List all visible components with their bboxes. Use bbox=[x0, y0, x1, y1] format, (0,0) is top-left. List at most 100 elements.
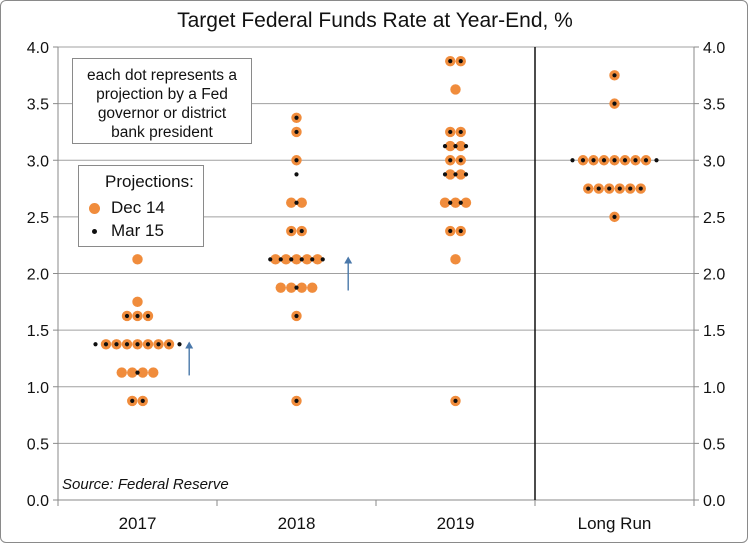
dot-mar15 bbox=[463, 143, 469, 149]
y-tick-label-right: 4.0 bbox=[703, 40, 725, 57]
dot-dec14 bbox=[307, 282, 318, 293]
dot-mar15 bbox=[320, 257, 325, 262]
dot-mar15 bbox=[612, 101, 617, 106]
dot-mar15 bbox=[294, 313, 299, 319]
dot-mar15 bbox=[294, 158, 299, 163]
y-tick-label-left: 4.0 bbox=[27, 40, 49, 57]
dot-mar15 bbox=[622, 158, 628, 163]
dot-mar15 bbox=[278, 257, 283, 262]
dot-dec14 bbox=[132, 296, 143, 308]
dot-mar15 bbox=[93, 342, 98, 347]
dot-dec14 bbox=[301, 254, 313, 265]
y-tick-label-right: 3.5 bbox=[703, 97, 725, 114]
dot-mar15 bbox=[156, 342, 161, 347]
dot-mar15 bbox=[580, 158, 586, 163]
y-tick-label-left: 1.5 bbox=[27, 323, 49, 340]
dot-mar15 bbox=[628, 186, 633, 191]
dot-dec14 bbox=[286, 282, 297, 293]
dot-dec14 bbox=[296, 282, 307, 293]
dot-mar15 bbox=[458, 228, 463, 234]
x-tick-label: 2019 bbox=[437, 514, 475, 533]
dot-mar15 bbox=[103, 342, 109, 347]
up-arrow-icon bbox=[185, 341, 194, 349]
dot-dec14 bbox=[148, 367, 159, 378]
y-tick-label-left: 3.0 bbox=[27, 153, 49, 170]
dot-dec14 bbox=[312, 254, 323, 265]
dot-mar15 bbox=[166, 342, 172, 347]
dot-mar15 bbox=[114, 342, 119, 347]
dot-mar15 bbox=[289, 228, 294, 234]
y-tick-label-right: 0.5 bbox=[703, 436, 725, 453]
dot-mar15 bbox=[294, 285, 299, 290]
dot-mar15 bbox=[289, 257, 294, 262]
y-tick-label-right: 0.0 bbox=[703, 493, 725, 510]
annotation-line: bank president bbox=[111, 124, 213, 141]
dot-dec14 bbox=[445, 140, 456, 152]
dot-dec14 bbox=[445, 169, 456, 180]
dot-mar15 bbox=[458, 200, 463, 205]
dot-mar15 bbox=[612, 214, 617, 219]
dot-mar15 bbox=[294, 115, 299, 120]
dot-dec14 bbox=[291, 254, 302, 265]
legend-label: Dec 14 bbox=[111, 198, 165, 217]
dot-mar15 bbox=[294, 129, 299, 135]
dot-dec14 bbox=[127, 367, 138, 378]
annotation-box: each dot represents a projection by a Fe… bbox=[72, 58, 252, 144]
dot-mar15 bbox=[442, 143, 448, 149]
x-tick-label: 2018 bbox=[278, 514, 316, 533]
dot-mar15 bbox=[607, 186, 612, 191]
dot-dec14 bbox=[439, 197, 451, 208]
dot-dec14 bbox=[132, 254, 143, 265]
y-tick-label-left: 1.0 bbox=[27, 380, 49, 397]
dot-mar15 bbox=[299, 228, 304, 234]
black-dot-icon bbox=[92, 229, 97, 234]
dot-mar15 bbox=[458, 59, 463, 64]
x-tick-label: Long Run bbox=[578, 514, 652, 533]
dot-mar15 bbox=[448, 59, 453, 64]
dot-mar15 bbox=[654, 158, 659, 163]
dot-mar15 bbox=[448, 228, 453, 234]
dot-mar15 bbox=[130, 398, 135, 404]
dot-mar15 bbox=[638, 186, 643, 191]
dot-mar15 bbox=[294, 398, 299, 404]
dot-mar15 bbox=[448, 129, 453, 135]
dot-mar15 bbox=[612, 158, 617, 163]
dot-mar15 bbox=[596, 186, 601, 191]
dot-mar15 bbox=[453, 143, 458, 149]
y-tick-label-left: 3.5 bbox=[27, 97, 49, 114]
dot-mar15 bbox=[448, 158, 453, 163]
dot-mar15 bbox=[458, 158, 463, 163]
y-tick-label-left: 2.5 bbox=[27, 210, 49, 227]
dot-mar15 bbox=[458, 129, 463, 135]
dot-mar15 bbox=[617, 186, 622, 191]
y-tick-label-left: 0.0 bbox=[27, 493, 49, 510]
dot-mar15 bbox=[591, 158, 596, 163]
dot-dec14 bbox=[280, 254, 292, 265]
dot-dec14 bbox=[137, 367, 148, 378]
y-tick-label-left: 0.5 bbox=[27, 436, 49, 453]
annotation-line: projection by a Fed bbox=[96, 86, 228, 103]
dot-mar15 bbox=[310, 257, 315, 262]
legend-label: Mar 15 bbox=[111, 221, 164, 240]
dot-dec14 bbox=[296, 197, 307, 208]
y-tick-label-right: 2.5 bbox=[703, 210, 725, 227]
chart-title: Target Federal Funds Rate at Year-End, % bbox=[177, 9, 573, 32]
dot-mar15 bbox=[448, 200, 453, 205]
y-tick-label-right: 3.0 bbox=[703, 153, 725, 170]
dot-mar15 bbox=[586, 186, 591, 191]
orange-dot-icon bbox=[89, 203, 100, 214]
dot-dec14 bbox=[455, 169, 466, 180]
dot-dec14 bbox=[116, 367, 127, 378]
x-tick-label: 2017 bbox=[119, 514, 157, 533]
dot-mar15 bbox=[643, 158, 649, 163]
dot-mar15 bbox=[453, 398, 458, 404]
dot-mar15 bbox=[124, 342, 130, 347]
dot-mar15 bbox=[570, 158, 575, 163]
dot-mar15 bbox=[294, 200, 299, 205]
y-tick-label-right: 2.0 bbox=[703, 267, 725, 284]
legend: Projections: Dec 14 Mar 15 bbox=[78, 165, 204, 247]
dot-dec14 bbox=[450, 254, 461, 265]
dot-mar15 bbox=[294, 172, 299, 177]
